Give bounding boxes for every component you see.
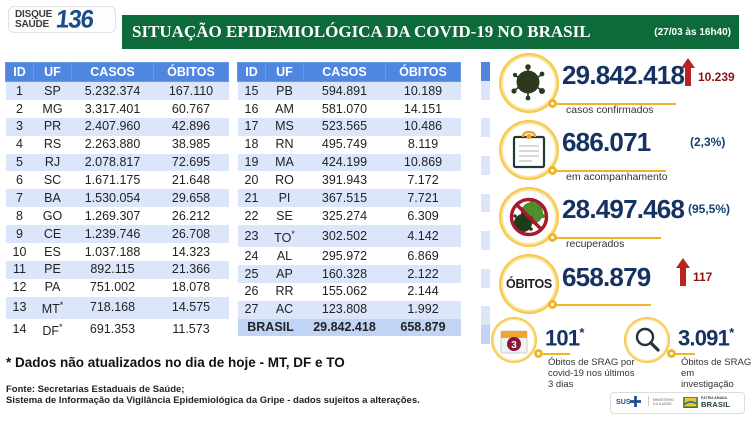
svg-text:3: 3 xyxy=(511,340,517,351)
